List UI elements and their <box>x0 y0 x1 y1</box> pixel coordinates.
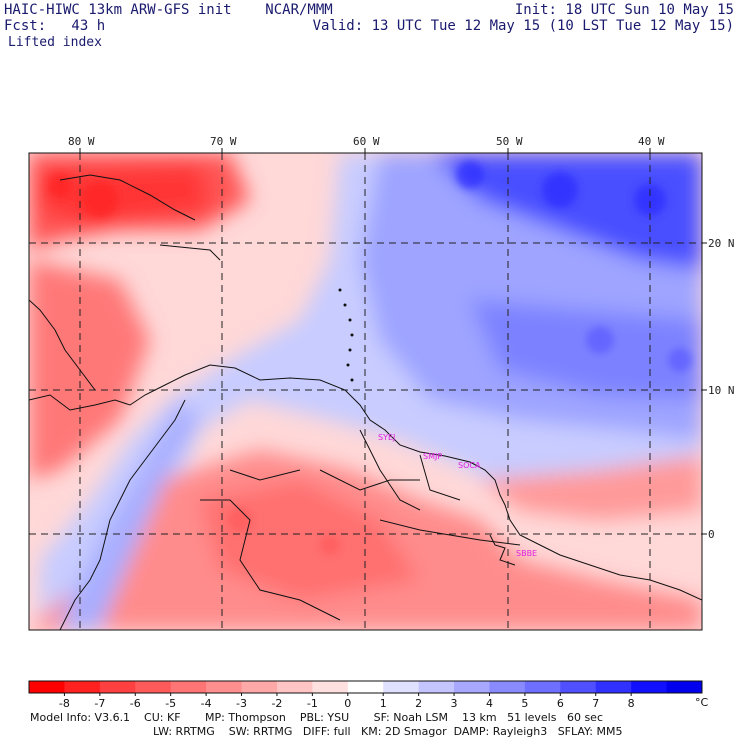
lon-label: 50 W <box>496 135 523 148</box>
colorbar-swatch <box>524 681 561 693</box>
colorbar-tick-label: 5 <box>521 697 528 710</box>
lon-label: 70 W <box>210 135 237 148</box>
lat-label: 10 N <box>708 384 735 397</box>
colorbar-swatch <box>595 681 632 693</box>
colorbar-tick-label: -6 <box>130 697 141 710</box>
station-label: SOCA <box>458 461 481 470</box>
colorbar-swatch <box>489 681 526 693</box>
field-name: Lifted index <box>8 35 102 50</box>
colorbar-swatch <box>64 681 101 693</box>
lat-label: 20 N <box>708 237 735 250</box>
colorbar-tick-label: 7 <box>592 697 599 710</box>
lon-label: 60 W <box>353 135 380 148</box>
colorbar-swatch <box>29 681 65 693</box>
colorbar-swatch <box>241 681 278 693</box>
lon-label: 80 W <box>68 135 95 148</box>
lon-label: 40 W <box>638 135 665 148</box>
station-label: SBBE <box>516 549 537 558</box>
colorbar-tick-label: 1 <box>380 697 387 710</box>
colorbar-tick-label: -1 <box>307 697 318 710</box>
station-label: SMJP <box>423 452 442 461</box>
colorbar-tick-label: 4 <box>486 697 493 710</box>
colorbar-swatch <box>631 681 668 693</box>
colorbar-swatch <box>206 681 243 693</box>
lat-label: 0 <box>708 528 715 541</box>
colorbar-swatch <box>170 681 207 693</box>
valid-time: Valid: 13 UTC Tue 12 May 15 (10 LST Tue … <box>312 18 734 34</box>
colorbar-ticks: -8 -7 -6 -5 -4 -3 -2 -1 0 1 2 3 4 5 6 7 8 <box>59 693 635 710</box>
colorbar-tick-label: -5 <box>165 697 176 710</box>
colorbar-swatch <box>312 681 349 693</box>
colorbar-tick-label: 0 <box>344 697 351 710</box>
colorbar-unit: °C <box>695 696 709 709</box>
colorbar-swatch <box>99 681 136 693</box>
colorbar-swatch <box>276 681 313 693</box>
init-time: Init: 18 UTC Sun 10 May 15 <box>514 2 734 18</box>
colorbar-tick-label: 2 <box>415 697 422 710</box>
colorbar-tick-label: 3 <box>451 697 458 710</box>
colorbar-tick-label: -2 <box>271 697 282 710</box>
forecast-hour: Fcst: 43 h <box>4 18 106 34</box>
colorbar-tick-label: -8 <box>59 697 70 710</box>
station-label: SYEJ <box>378 433 395 442</box>
colorbar-tick-label: 6 <box>557 697 564 710</box>
lesser-antilles <box>338 288 354 382</box>
colorbar-swatch <box>560 681 597 693</box>
model-title: HAIC-HIWC 13km ARW-GFS init NCAR/MMM <box>4 2 333 18</box>
model-info-line2: LW: RRTMG SW: RRTMG DIFF: full KM: 2D Sm… <box>153 725 623 738</box>
colorbar-swatch <box>383 681 420 693</box>
colorbar-swatch <box>418 681 455 693</box>
colorbar-swatch <box>454 681 490 693</box>
colorbar-tick-label: -3 <box>236 697 247 710</box>
grid-lines <box>29 153 702 630</box>
lifted-index-field <box>29 153 702 630</box>
colorbar-swatch <box>347 681 384 693</box>
colorbar-tick-label: -4 <box>201 697 212 710</box>
colorbar-swatch <box>135 681 172 693</box>
model-info-line1: Model Info: V3.6.1 CU: KF MP: Thompson P… <box>30 711 603 724</box>
coastlines <box>29 174 702 630</box>
colorbar-tick-label: 8 <box>628 697 635 710</box>
colorbar-tick-label: -7 <box>94 697 105 710</box>
colorbar-frame <box>28 680 703 694</box>
colorbar <box>28 680 703 694</box>
colorbar-swatch <box>666 681 703 693</box>
